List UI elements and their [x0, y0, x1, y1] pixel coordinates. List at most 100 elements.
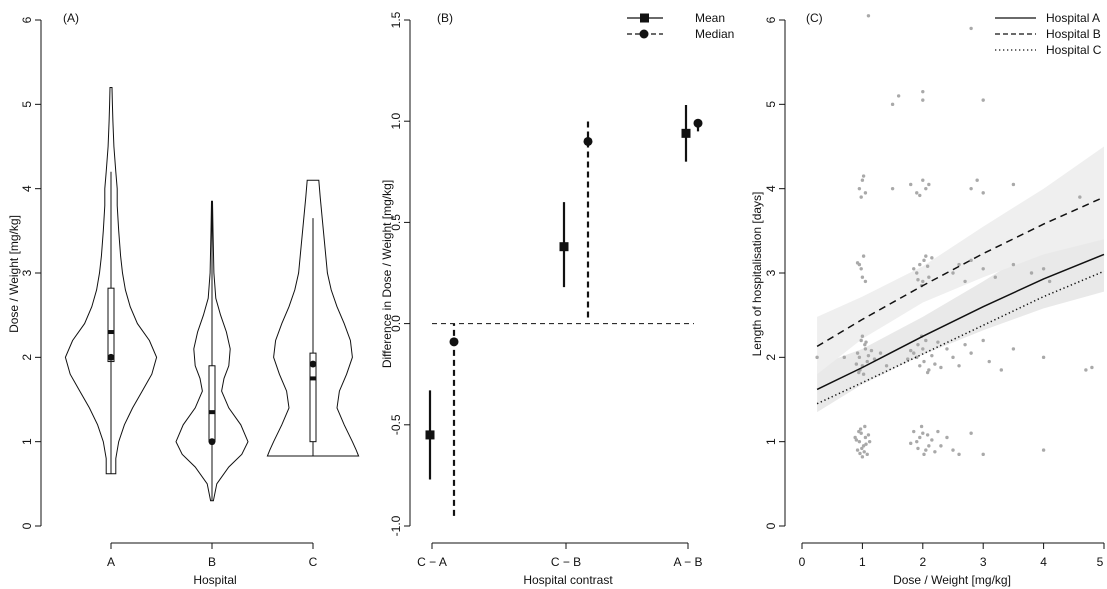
panel-c-x-tick-label: 3 — [980, 555, 987, 569]
panel-a-x-tick-label: B — [208, 555, 216, 569]
scatter-point — [855, 448, 860, 452]
panel-c-points — [815, 14, 1094, 459]
scatter-point — [912, 267, 916, 271]
scatter-point — [861, 174, 866, 178]
scatter-point — [939, 444, 943, 448]
scatter-point — [815, 355, 819, 360]
scatter-point — [1029, 271, 1034, 275]
scatter-point — [915, 439, 919, 444]
violin-C — [266, 179, 360, 457]
panel-c-y-tick-label: 6 — [764, 16, 778, 23]
scatter-point — [863, 342, 867, 347]
scatter-point — [981, 191, 985, 195]
panel-b: (B) -1.0 -0.5 0.0 0.5 1.0 1.5 C − A C − B A − B… — [380, 11, 734, 587]
scatter-point — [921, 178, 925, 182]
scatter-point — [1011, 347, 1016, 351]
scatter-point — [963, 279, 967, 284]
scatter-point — [924, 338, 928, 343]
scatter-point — [916, 278, 920, 282]
scatter-point — [916, 446, 920, 451]
scatter-point — [916, 342, 920, 347]
legend-hospital-c-label: Hospital C — [1046, 43, 1102, 57]
panel-c-y-label: Length of hospitalisation [days] — [750, 192, 764, 357]
violin-box — [309, 352, 317, 443]
legend-median-marker — [639, 29, 649, 39]
scatter-point — [925, 264, 930, 268]
scatter-point — [864, 340, 868, 344]
scatter-point — [969, 351, 973, 355]
scatter-point — [969, 26, 973, 31]
mean-marker — [310, 376, 316, 381]
scatter-point — [930, 438, 934, 442]
scatter-point — [918, 193, 922, 198]
mean-marker — [559, 242, 569, 252]
violin-A — [64, 87, 158, 475]
scatter-point — [857, 186, 862, 191]
panel-c-y-axis: 0 1 2 3 4 5 6 — [764, 16, 786, 529]
scatter-point — [866, 353, 871, 358]
violin-box — [208, 365, 216, 443]
median-point — [449, 337, 459, 347]
scatter-point — [922, 359, 926, 364]
scatter-point — [939, 365, 943, 370]
scatter-point — [890, 102, 895, 107]
panel-c: (C) 0 1 2 3 4 5 6 0 1 2 3 4 5 Hospital A Hospital B… — [750, 11, 1105, 587]
scatter-point — [918, 364, 922, 368]
confidence-band — [817, 146, 1104, 375]
scatter-point — [951, 448, 955, 452]
scatter-point — [1084, 368, 1088, 372]
scatter-point — [862, 450, 866, 454]
panel-a-y-label: Dose / Weight [mg/kg] — [7, 215, 21, 333]
panel-a-y-tick-label: 1 — [20, 438, 34, 445]
legend-mean-marker — [640, 13, 649, 23]
scatter-point — [945, 435, 949, 440]
scatter-point — [863, 279, 868, 284]
panel-b-y-tick-label: 1.0 — [389, 113, 403, 130]
panel-b-x-label: Hospital contrast — [523, 573, 613, 587]
scatter-point — [861, 444, 866, 448]
scatter-point — [860, 178, 865, 182]
scatter-point — [922, 452, 926, 457]
scatter-point — [927, 368, 931, 372]
scatter-point — [858, 427, 863, 431]
scatter-point — [1041, 448, 1046, 452]
scatter-point — [915, 271, 919, 275]
scatter-point — [969, 431, 973, 435]
scatter-point — [863, 347, 868, 351]
scatter-point — [1090, 365, 1094, 370]
scatter-point — [896, 94, 901, 98]
scatter-point — [975, 178, 979, 182]
scatter-point — [867, 439, 872, 444]
scatter-point — [863, 191, 868, 195]
scatter-point — [858, 451, 862, 456]
scatter-point — [863, 435, 868, 440]
panel-a-y-axis: 0 1 2 3 4 5 6 — [20, 16, 42, 529]
scatter-point — [912, 351, 916, 355]
scatter-point — [860, 446, 864, 451]
panel-b-y-tick-label: 1.5 — [389, 11, 403, 28]
scatter-point — [859, 267, 863, 271]
panel-c-fit-lines — [816, 196, 1105, 405]
scatter-point — [861, 372, 866, 376]
panel-b-x-tick-label: A − B — [673, 555, 702, 569]
scatter-point — [925, 433, 930, 437]
median-point — [309, 360, 317, 368]
scatter-point — [857, 429, 861, 434]
scatter-point — [878, 351, 883, 355]
violin-box — [107, 287, 115, 363]
scatter-point — [861, 254, 866, 258]
panel-b-legend: Mean Median — [627, 11, 734, 41]
panel-b-y-tick-label: 0.5 — [389, 214, 403, 231]
scatter-point — [860, 334, 865, 338]
scatter-point — [927, 275, 931, 279]
scatter-point — [857, 439, 862, 444]
scatter-point — [921, 431, 925, 435]
scatter-point — [909, 182, 913, 187]
panel-a-x-axis: A B C — [107, 542, 318, 569]
scatter-point — [924, 448, 928, 452]
scatter-point — [854, 438, 859, 442]
panel-c-y-tick-label: 5 — [764, 101, 778, 108]
mean-marker — [108, 330, 114, 335]
scatter-point — [933, 362, 937, 366]
